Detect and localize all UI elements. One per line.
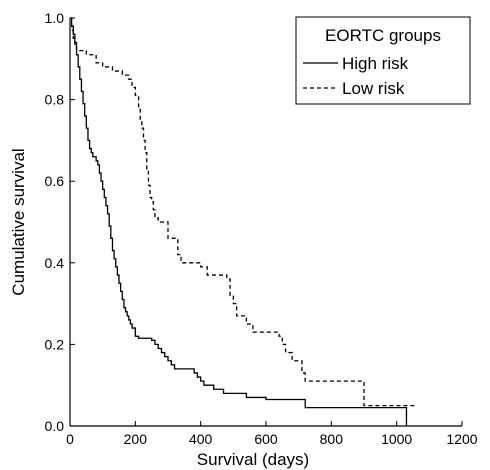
y-tick-label: 1.0 bbox=[45, 10, 65, 26]
series-layer bbox=[70, 17, 417, 426]
y-tick-label: 0.0 bbox=[45, 418, 65, 434]
y-axis-ticks: 0.0 0.2 0.4 0.6 0.8 1.0 bbox=[45, 10, 75, 434]
x-tick-label: 1200 bbox=[446, 431, 477, 447]
x-tick-label: 800 bbox=[320, 431, 344, 447]
y-tick-label: 0.6 bbox=[45, 173, 65, 189]
x-tick-label: 400 bbox=[189, 431, 213, 447]
y-tick-label: 0.2 bbox=[45, 336, 65, 352]
legend-box bbox=[295, 16, 471, 105]
x-tick-label: 200 bbox=[124, 431, 148, 447]
y-tick-label: 0.8 bbox=[45, 92, 65, 108]
x-tick-label: 1000 bbox=[381, 431, 412, 447]
x-tick-label: 600 bbox=[254, 431, 278, 447]
x-axis-title: Survival (days) bbox=[197, 450, 309, 469]
series-line-low-risk bbox=[70, 17, 417, 407]
series-line-high-risk bbox=[70, 17, 408, 426]
x-tick-label: 0 bbox=[66, 431, 74, 447]
legend-label-low-risk: Low risk bbox=[342, 79, 405, 98]
legend-title: EORTC groups bbox=[325, 26, 441, 45]
y-axis-title: Cumulative survival bbox=[9, 148, 28, 295]
y-tick-label: 0.4 bbox=[45, 255, 65, 271]
x-axis-ticks: 0 200 400 600 800 1000 1200 bbox=[66, 421, 478, 447]
legend-label-high-risk: High risk bbox=[342, 54, 409, 73]
legend: EORTC groups High risk Low risk bbox=[295, 16, 471, 105]
plot-area: 0 200 400 600 800 1000 1200 0.0 0.2 0.4 0.6 0.8 1.0 bbox=[45, 10, 478, 447]
